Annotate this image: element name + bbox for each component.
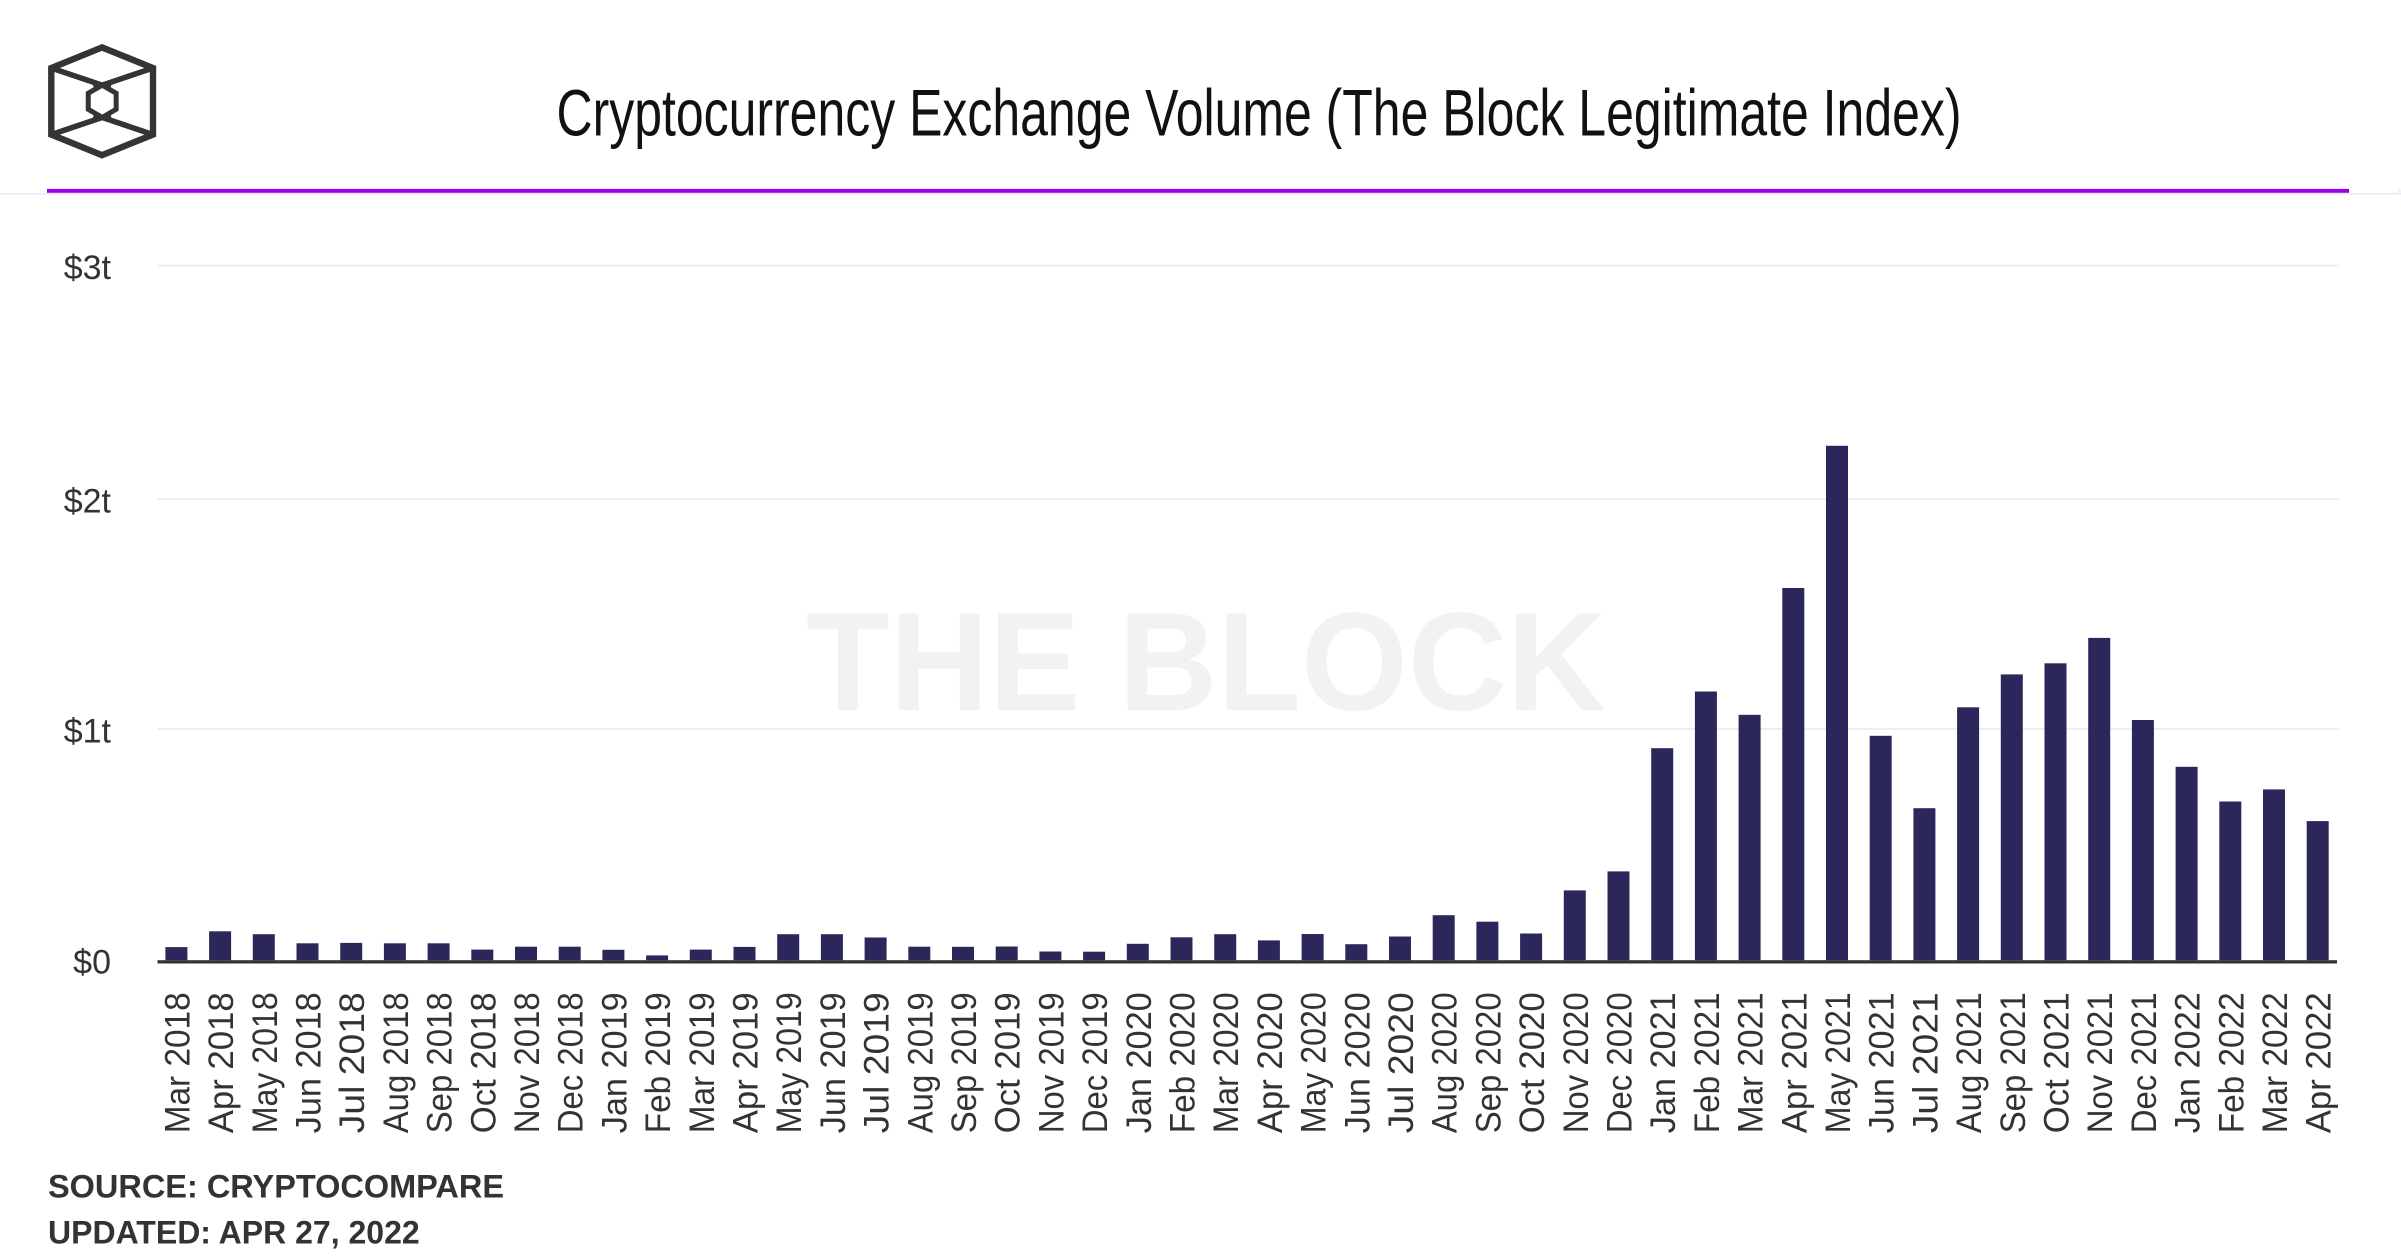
svg-text:Jul 2021: Jul 2021 [1905,992,1945,1133]
svg-text:Aug 2021: Aug 2021 [1949,992,1989,1133]
svg-text:Sep 2019: Sep 2019 [944,992,984,1133]
svg-text:Mar 2021: Mar 2021 [1731,992,1771,1133]
svg-text:Aug 2020: Aug 2020 [1425,992,1465,1133]
svg-text:May 2018: May 2018 [245,992,285,1133]
svg-text:Jan 2022: Jan 2022 [2168,992,2208,1133]
svg-text:Jan 2020: Jan 2020 [1119,992,1159,1133]
svg-text:Apr 2021: Apr 2021 [1774,992,1814,1133]
svg-text:Aug 2018: Aug 2018 [376,992,416,1133]
svg-text:UPDATED: APR 27, 2022: UPDATED: APR 27, 2022 [48,1215,420,1251]
svg-text:Dec 2019: Dec 2019 [1075,992,1115,1133]
svg-text:Feb 2021: Feb 2021 [1687,992,1727,1133]
svg-text:Aug 2019: Aug 2019 [900,992,940,1133]
svg-text:Feb 2022: Feb 2022 [2211,992,2251,1133]
svg-text:Jul 2020: Jul 2020 [1381,992,1421,1133]
svg-text:Jun 2020: Jun 2020 [1337,992,1377,1133]
svg-text:Oct 2018: Oct 2018 [463,992,503,1133]
svg-text:Apr 2022: Apr 2022 [2299,992,2339,1133]
svg-text:Oct 2019: Oct 2019 [988,992,1028,1133]
svg-text:Mar 2018: Mar 2018 [157,992,197,1133]
svg-text:Oct 2021: Oct 2021 [2037,992,2077,1133]
svg-text:Nov 2018: Nov 2018 [507,992,547,1133]
svg-text:SOURCE: CRYPTOCOMPARE: SOURCE: CRYPTOCOMPARE [48,1168,504,1204]
svg-text:$1t: $1t [64,713,112,751]
svg-text:Apr 2019: Apr 2019 [726,992,766,1133]
svg-text:Jun 2018: Jun 2018 [289,992,329,1133]
svg-text:Jul 2019: Jul 2019 [857,992,897,1133]
svg-text:Sep 2021: Sep 2021 [1993,992,2033,1133]
svg-text:$2t: $2t [64,483,112,521]
svg-text:Jul 2018: Jul 2018 [332,992,372,1133]
svg-text:Mar 2019: Mar 2019 [682,992,722,1133]
svg-text:Feb 2020: Feb 2020 [1163,992,1203,1133]
svg-text:Apr 2020: Apr 2020 [1250,992,1290,1133]
svg-text:Mar 2022: Mar 2022 [2255,992,2295,1133]
svg-text:May 2019: May 2019 [769,992,809,1133]
svg-text:Jan 2019: Jan 2019 [594,992,634,1133]
svg-text:$3t: $3t [64,249,112,287]
svg-text:$0: $0 [73,944,111,982]
svg-text:THE BLOCK: THE BLOCK [806,583,1606,740]
svg-text:Dec 2018: Dec 2018 [551,992,591,1133]
svg-text:Sep 2020: Sep 2020 [1468,992,1508,1133]
svg-text:Jan 2021: Jan 2021 [1643,992,1683,1133]
svg-text:Oct 2020: Oct 2020 [1512,992,1552,1133]
svg-text:Dec 2021: Dec 2021 [2124,992,2164,1133]
svg-text:Jun 2021: Jun 2021 [1862,992,1902,1133]
svg-text:Nov 2019: Nov 2019 [1031,992,1071,1133]
svg-text:Dec 2020: Dec 2020 [1600,992,1640,1133]
svg-text:Nov 2021: Nov 2021 [2080,992,2120,1133]
svg-text:Apr 2018: Apr 2018 [201,992,241,1133]
svg-text:Jun 2019: Jun 2019 [813,992,853,1133]
svg-text:May 2021: May 2021 [1818,992,1858,1133]
svg-text:May 2020: May 2020 [1294,992,1334,1133]
svg-text:Feb 2019: Feb 2019 [638,992,678,1133]
svg-text:Cryptocurrency Exchange Volume: Cryptocurrency Exchange Volume (The Bloc… [557,76,1962,150]
svg-text:Sep 2018: Sep 2018 [420,992,460,1133]
svg-text:Mar 2020: Mar 2020 [1206,992,1246,1133]
svg-text:Nov 2020: Nov 2020 [1556,992,1596,1133]
